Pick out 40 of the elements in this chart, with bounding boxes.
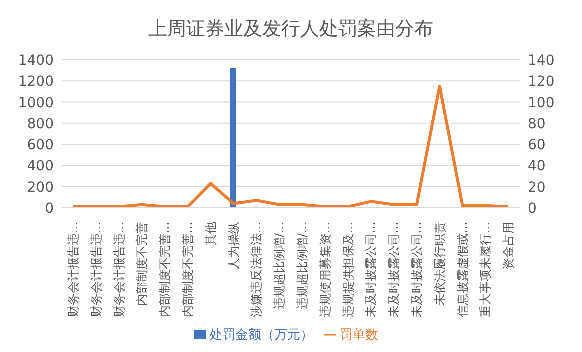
- y2-tick-label: 20: [528, 180, 546, 196]
- legend-label: 罚单数: [340, 328, 378, 343]
- y-tick-label: 400: [27, 158, 54, 175]
- x-tick-label: 其他: [204, 222, 218, 246]
- x-tick-label: 人为操纵: [226, 222, 241, 270]
- y2-tick-label: 120: [528, 74, 555, 90]
- x-tick-label: 重大事项未履行...: [478, 222, 493, 318]
- x-tick-label: 违规提供担保及...: [341, 222, 356, 318]
- x-tick-label: 财务会计报告违...: [89, 222, 104, 318]
- x-tick-label: 涉嫌违反法律法...: [250, 222, 264, 318]
- y2-tick-label: 40: [528, 158, 546, 175]
- y-tick-label: 0: [45, 200, 54, 217]
- y2-tick-label: 140: [528, 52, 555, 69]
- x-tick-label: 违规使用募集资...: [318, 222, 332, 318]
- y-tick-label: 1400: [18, 52, 54, 69]
- y-tick-label: 800: [27, 116, 54, 132]
- legend-label: 处罚金额（万元）: [210, 328, 314, 343]
- y2-tick-label: 100: [528, 95, 555, 112]
- x-tick-label: 资金占用: [502, 222, 516, 270]
- x-tick-label: 违规超比例增/...: [295, 222, 310, 310]
- x-tick-label: 未及时披露公司...: [410, 222, 424, 318]
- y-tick-label: 200: [27, 180, 54, 196]
- x-tick-label: 内部制度不完善...: [158, 222, 172, 318]
- x-tick-label: 信息披露虚假或...: [456, 222, 470, 318]
- x-tick-label: 财务会计报告违...: [66, 222, 80, 318]
- y2-tick-label: 0: [528, 200, 537, 217]
- x-tick-label: 内部制度不完善...: [180, 222, 195, 318]
- y-tick-label: 1000: [18, 95, 54, 112]
- x-tick-label: 内部制度不完善: [135, 222, 150, 306]
- chart-title: 上周证券业及发行人处罚案由分布: [148, 17, 434, 42]
- x-tick-label: 未及时披露公司...: [387, 222, 402, 318]
- y2-tick-label: 60: [528, 138, 546, 154]
- x-tick-label: 未及时披露公司...: [364, 222, 378, 318]
- x-tick-label: 违规超比例增/...: [272, 222, 287, 310]
- y-tick-label: 1200: [18, 74, 54, 90]
- y-tick-label: 600: [27, 138, 54, 154]
- x-tick-label: 财务会计报告违...: [112, 222, 126, 318]
- y2-tick-label: 80: [528, 116, 546, 132]
- line-series: [72, 84, 510, 208]
- x-tick-label: 未依法履行职责: [432, 222, 447, 306]
